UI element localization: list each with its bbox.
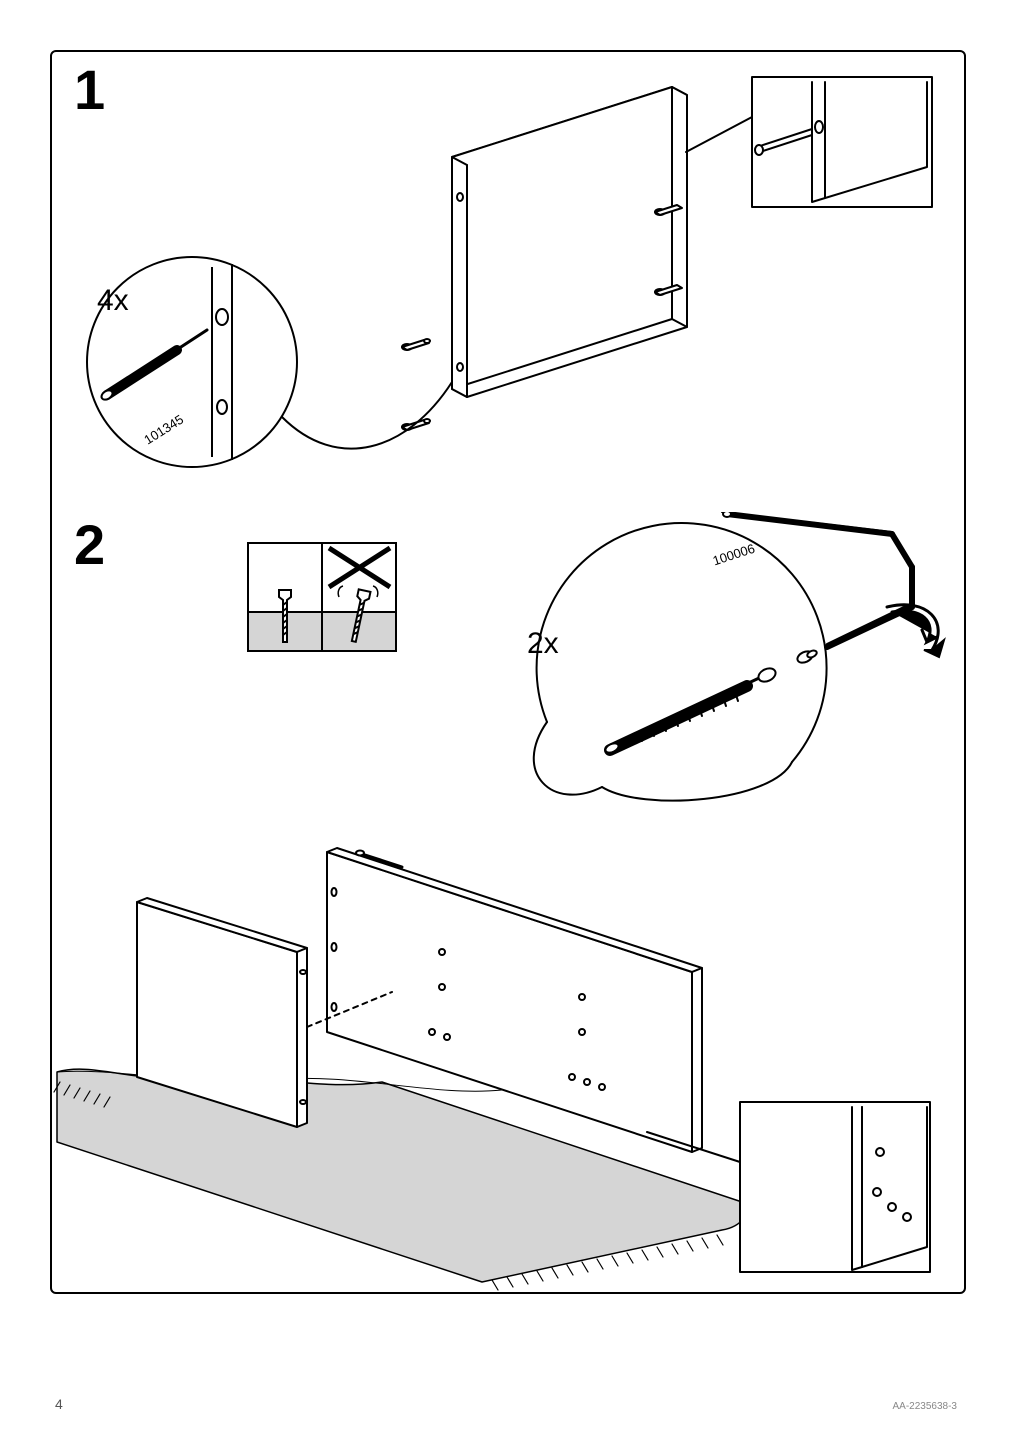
page-number: 4 [55, 1396, 63, 1412]
step2-illustration [52, 782, 964, 1292]
instruction-page: 1 [50, 50, 966, 1294]
step2-qty: 2x [527, 627, 559, 661]
document-id: AA-2235638-3 [893, 1401, 958, 1412]
step-2-number: 2 [74, 512, 105, 577]
step2-dont-box [247, 542, 397, 652]
step1-qty: 4x [97, 284, 129, 318]
